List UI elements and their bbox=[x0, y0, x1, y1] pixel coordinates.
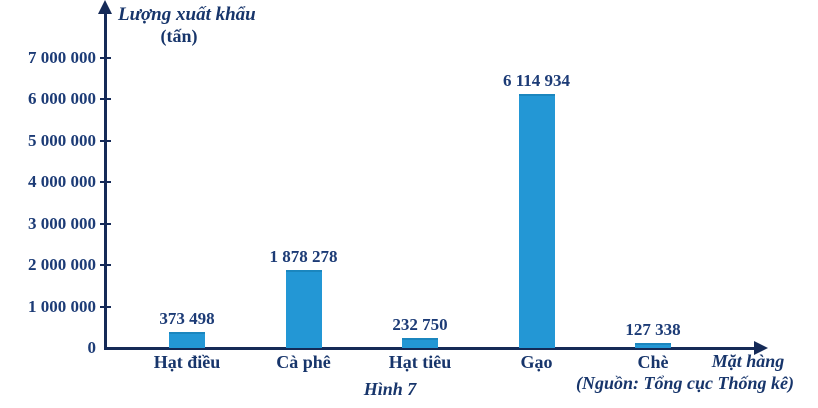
category-label: Hạt điều bbox=[153, 352, 221, 372]
bar-value-label: 373 498 bbox=[159, 309, 215, 328]
bar bbox=[518, 94, 555, 348]
bar bbox=[635, 343, 671, 348]
y-tick-label: 0 bbox=[87, 338, 97, 357]
x-axis-line bbox=[104, 347, 756, 350]
bar bbox=[402, 338, 438, 348]
y-tick-mark bbox=[100, 139, 111, 142]
y-axis-line bbox=[104, 10, 107, 349]
y-tick-label: 6 000 000 bbox=[28, 89, 96, 108]
y-tick-label: 1 000 000 bbox=[28, 296, 96, 316]
bar-value-label: 1 878 278 bbox=[269, 247, 338, 266]
y-axis-title: Lượng xuất khẩu bbox=[118, 4, 256, 25]
y-tick-mark bbox=[100, 98, 111, 100]
y-tick-mark bbox=[100, 305, 111, 308]
category-label: Hạt tiêu bbox=[388, 352, 452, 372]
figure-caption: Hình 7 bbox=[363, 379, 417, 399]
y-tick-mark bbox=[100, 181, 111, 183]
category-label: Gạo bbox=[520, 352, 553, 372]
y-tick-mark bbox=[100, 56, 111, 59]
y-tick-mark bbox=[100, 264, 111, 266]
y-tick-label: 4 000 000 bbox=[28, 172, 96, 191]
x-axis-title: Mặt hàng bbox=[711, 351, 785, 371]
bar-value-label: 232 750 bbox=[392, 315, 448, 334]
y-tick-label: 3 000 000 bbox=[28, 213, 96, 233]
bar-value-label: 6 114 934 bbox=[502, 71, 571, 90]
category-label: Chè bbox=[637, 352, 669, 372]
category-label: Cà phê bbox=[276, 352, 331, 372]
y-tick-mark bbox=[100, 222, 111, 225]
bar bbox=[285, 270, 322, 348]
source-note: (Nguồn: Tổng cục Thống kê) bbox=[575, 373, 794, 393]
bar bbox=[169, 332, 205, 348]
y-axis-unit-label: (tấn) bbox=[160, 26, 198, 46]
arrow-up-icon bbox=[98, 0, 112, 14]
y-tick-label: 5 000 000 bbox=[28, 130, 96, 150]
bar-value-label: 127 338 bbox=[625, 320, 681, 339]
y-tick-label: 2 000 000 bbox=[28, 255, 96, 274]
arrow-right-icon bbox=[754, 341, 768, 355]
y-tick-label: 7 000 000 bbox=[28, 47, 96, 67]
